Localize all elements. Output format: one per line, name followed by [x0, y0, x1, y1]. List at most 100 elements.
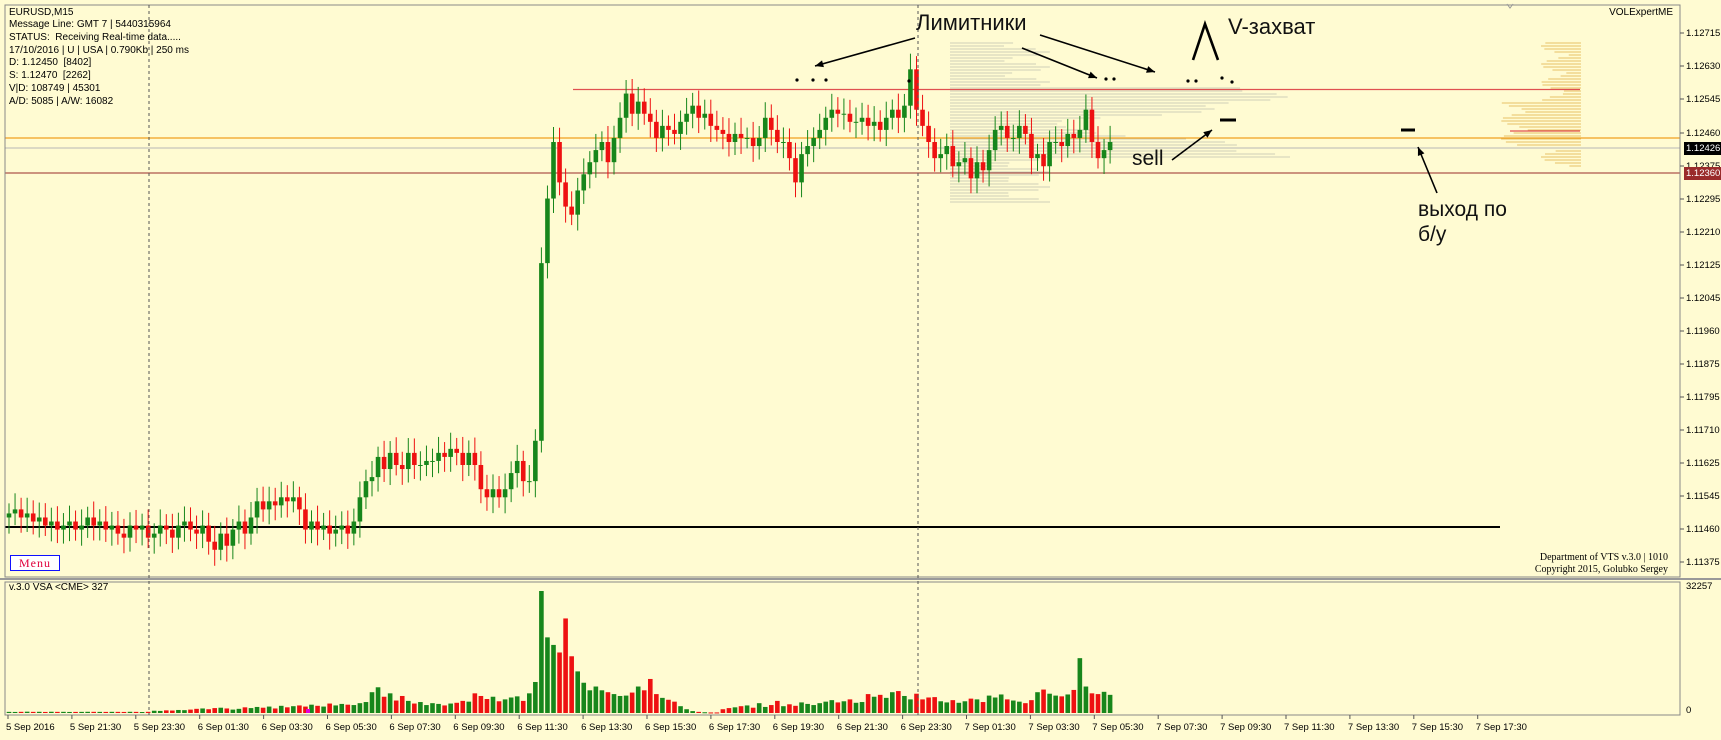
credit-line-2: Copyright 2015, Golubko Sergey: [1534, 564, 1668, 575]
volume-bar: [478, 695, 484, 713]
candle-body: [399, 464, 405, 470]
volume-bar: [793, 705, 798, 713]
volume-bar: [248, 708, 254, 713]
volume-bar: [678, 706, 683, 713]
candle-body: [986, 150, 992, 171]
volume-bar: [956, 702, 962, 713]
y-tick-label: 1.11625: [1686, 458, 1720, 469]
volume-bar: [6, 711, 12, 713]
candle-body: [448, 448, 453, 457]
candle-body: [896, 109, 901, 118]
volume-bar: [587, 690, 593, 713]
candle-body: [799, 154, 804, 183]
volume-bar: [36, 711, 42, 713]
candle-body: [696, 105, 701, 118]
annotation-sell: sell: [1132, 147, 1164, 170]
candle-body: [762, 117, 768, 138]
x-tick-label: 7 Sep 01:30: [965, 722, 1016, 733]
volume-bar: [775, 700, 780, 713]
y-tick-label: 1.12630: [1686, 61, 1720, 72]
volume-bar: [442, 705, 447, 713]
x-tick-label: 6 Sep 21:30: [837, 722, 888, 733]
volume-bar: [502, 699, 508, 713]
y-tick-label: 1.12375: [1686, 161, 1720, 172]
candle-body: [73, 521, 78, 530]
y-tick-label: 1.11460: [1686, 524, 1720, 535]
candle-body: [545, 198, 550, 264]
candle-body: [260, 501, 266, 510]
current-price-tag: 1.12426: [1684, 142, 1721, 155]
level-price-tag: 1.12360: [1684, 167, 1721, 180]
volume-bar: [914, 693, 919, 713]
candle-body: [103, 521, 109, 530]
menu-button[interactable]: Menu: [10, 555, 60, 571]
candle-body: [406, 452, 411, 470]
candle-body: [436, 452, 441, 461]
candle-body: [1041, 154, 1046, 167]
candle-body: [629, 93, 635, 114]
indicator-label: v.3.0 VSA <CME> 327: [9, 582, 109, 593]
volume-bar: [1101, 691, 1107, 713]
volume-bar: [980, 702, 986, 713]
candle-body: [182, 521, 187, 526]
volume-bar: [799, 702, 804, 713]
y-tick-label: 1.11875: [1686, 359, 1720, 370]
volume-bar: [581, 682, 587, 713]
volume-bar: [121, 711, 127, 713]
volume-bar: [97, 711, 103, 713]
volume-tick-label: 32257: [1686, 581, 1712, 592]
volume-bar: [182, 710, 187, 713]
volume-bar: [902, 695, 907, 713]
volume-bar: [533, 681, 538, 713]
volume-bar: [811, 705, 816, 713]
volume-bar: [726, 708, 732, 713]
candle-body: [357, 497, 363, 522]
y-tick-label: 1.12045: [1686, 293, 1720, 304]
candle-body: [496, 489, 502, 498]
volume-bar: [12, 711, 18, 713]
candle-body: [230, 529, 236, 546]
x-tick-label: 7 Sep 15:30: [1412, 722, 1463, 733]
volume-bar: [297, 705, 302, 713]
candle-body: [55, 521, 60, 530]
limit-dot: [1220, 76, 1224, 80]
limit-dot: [1194, 79, 1198, 83]
volume-bar: [968, 698, 974, 713]
volume-bar: [690, 711, 695, 713]
volume-bar: [399, 695, 405, 713]
candle-body: [914, 69, 919, 110]
info-line: A/D: 5085 | A/W: 16082: [9, 95, 114, 107]
candle-body: [660, 125, 665, 138]
candle-body: [145, 525, 151, 538]
volume-bar: [18, 711, 24, 713]
volume-bar: [30, 711, 36, 713]
volume-bar: [1065, 694, 1071, 713]
y-tick-label: 1.12295: [1686, 194, 1720, 205]
limit-dot: [1112, 77, 1116, 81]
x-tick-label: 7 Sep 03:30: [1028, 722, 1079, 733]
candle-body: [678, 121, 683, 134]
x-tick-label: 6 Sep 11:30: [517, 722, 568, 733]
candle-body: [79, 525, 84, 530]
x-tick-label: 6 Sep 13:30: [581, 722, 632, 733]
candle-body: [236, 521, 242, 530]
volume-bar: [1095, 694, 1101, 713]
limit-dot: [1230, 80, 1234, 84]
volume-bar: [315, 705, 320, 713]
candle-body: [551, 142, 556, 199]
volume-bar: [151, 710, 157, 713]
volume-bar: [871, 696, 877, 713]
volume-bar: [496, 701, 502, 713]
candle-body: [641, 101, 647, 114]
volume-bar: [55, 711, 60, 713]
candle-body: [708, 113, 714, 126]
candle-body: [484, 489, 490, 498]
volume-bar: [1053, 695, 1058, 713]
volume-bar: [309, 704, 314, 713]
y-tick-label: 1.11375: [1686, 557, 1720, 568]
volume-bar: [369, 692, 375, 713]
volume-bar: [218, 707, 224, 713]
candle-body: [472, 452, 478, 465]
candle-body: [877, 121, 883, 130]
